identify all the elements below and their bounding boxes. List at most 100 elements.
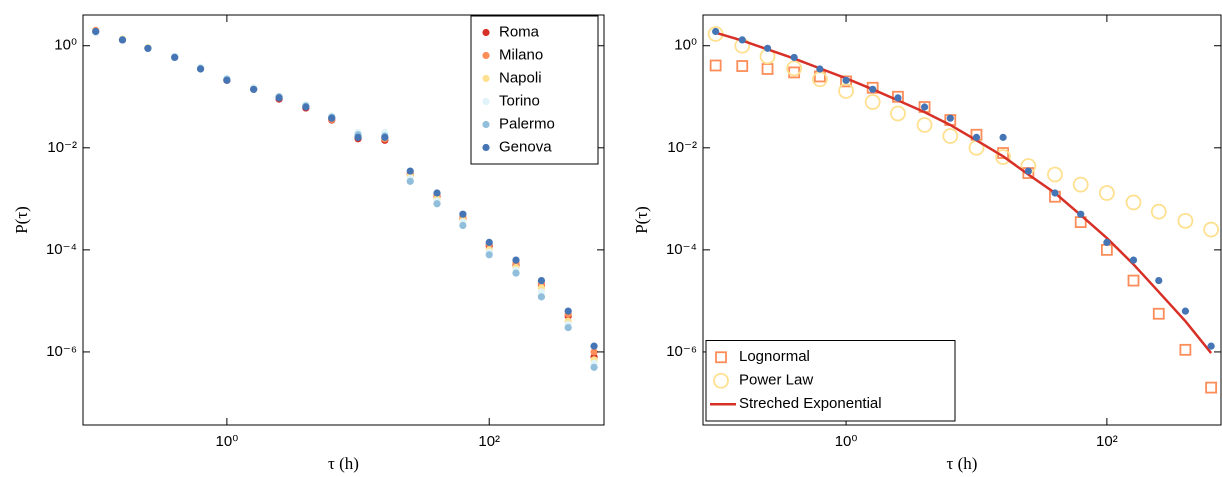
legend-box xyxy=(705,340,956,422)
square-marker xyxy=(709,59,722,72)
panel: 10⁰ 10² 10⁰ 10⁻² 10⁻⁴ 10⁻⁶ τ (h) P(τ) Lognormal P… xyxy=(632,14,1222,473)
dot xyxy=(564,323,572,332)
dot xyxy=(118,36,127,44)
legend-label: Palermo xyxy=(499,115,555,132)
dot xyxy=(1155,276,1163,285)
dot xyxy=(920,103,929,111)
dot xyxy=(275,94,283,102)
square-marker xyxy=(1205,381,1218,394)
dot xyxy=(302,103,310,111)
dot xyxy=(482,74,490,83)
legend-label: Streched Exponential xyxy=(739,395,882,412)
fit-line xyxy=(715,31,1213,354)
dot xyxy=(482,120,490,129)
dot xyxy=(1181,307,1189,315)
circle-marker xyxy=(1177,212,1194,229)
dot xyxy=(433,189,441,197)
circle-marker xyxy=(713,372,729,389)
dot xyxy=(999,133,1007,141)
dot xyxy=(459,210,467,218)
dot xyxy=(842,76,850,84)
dot xyxy=(92,27,100,36)
y-tick-label: 10⁰ xyxy=(54,37,77,54)
circle-marker xyxy=(1047,166,1063,183)
legend-label: Genova xyxy=(499,138,552,155)
legend-label: Lognormal xyxy=(739,348,810,365)
dot xyxy=(1129,256,1138,264)
dot xyxy=(537,288,546,296)
dot xyxy=(564,307,572,315)
dot xyxy=(512,256,520,264)
dot xyxy=(738,36,746,44)
legend-label: Power Law xyxy=(739,372,813,389)
circle-marker xyxy=(864,94,881,110)
circle-marker xyxy=(916,117,933,133)
dot xyxy=(712,27,720,36)
dot xyxy=(1051,189,1059,197)
legend-label: Napoli xyxy=(499,69,542,86)
dot xyxy=(482,143,490,152)
dot xyxy=(485,238,493,247)
legend: Lognormal Power Law Streched Exponential xyxy=(705,340,956,422)
dot xyxy=(171,53,179,62)
square-marker xyxy=(892,90,904,103)
y-tick-label: 10⁰ xyxy=(674,37,697,54)
circle-marker xyxy=(1150,203,1167,220)
dot xyxy=(482,97,490,106)
legend: Roma Milano Napoli Torino Palermo Genova xyxy=(470,15,599,165)
dot xyxy=(1024,167,1032,175)
legend-label: Roma xyxy=(499,23,540,40)
square-marker xyxy=(736,60,749,72)
square-marker xyxy=(1179,343,1192,356)
dot xyxy=(590,348,598,356)
x-tick-label: 10² xyxy=(1096,433,1118,450)
dot xyxy=(1207,342,1215,350)
dot xyxy=(482,51,490,60)
y-tick-label: 10⁻² xyxy=(47,139,77,156)
y-tick-label: 10⁻⁶ xyxy=(46,343,77,360)
legend-label: Milano xyxy=(499,46,543,63)
circle-marker xyxy=(786,60,803,77)
square-marker xyxy=(715,351,727,364)
dot xyxy=(894,94,902,102)
circle-marker xyxy=(995,149,1011,165)
y-tick-label: 10⁻² xyxy=(667,139,697,156)
axes-frame xyxy=(82,14,605,426)
plot-area xyxy=(92,26,598,371)
circle-marker xyxy=(1098,185,1115,201)
legend-label: Torino xyxy=(499,92,540,109)
dot xyxy=(763,44,772,52)
square-marker xyxy=(1100,243,1113,256)
panel: 10⁰ 10² 10⁰ 10⁻² 10⁻⁴ 10⁻⁶ τ (h) P(τ) Roma Milano… xyxy=(12,14,605,473)
x-tick-label: 10⁰ xyxy=(835,433,858,450)
x-tick-label: 10⁰ xyxy=(216,433,239,450)
y-axis-label: P(τ) xyxy=(12,206,31,234)
x-tick-label: 10² xyxy=(478,433,500,450)
dot xyxy=(1077,210,1085,218)
dot xyxy=(946,114,954,122)
dot xyxy=(144,44,152,52)
dot xyxy=(381,133,389,141)
dot xyxy=(590,363,598,371)
square-marker xyxy=(761,63,774,75)
y-tick-label: 10⁻⁴ xyxy=(46,241,77,258)
dot xyxy=(537,276,546,285)
circle-marker xyxy=(1203,221,1220,238)
x-axis-label: τ (h) xyxy=(947,454,978,473)
dot xyxy=(459,221,467,230)
dot xyxy=(537,293,546,301)
dot xyxy=(433,200,441,208)
dot xyxy=(512,269,520,277)
dot xyxy=(482,28,490,37)
dot xyxy=(869,85,877,93)
dot xyxy=(354,133,362,141)
circle-marker xyxy=(838,83,854,99)
x-axis-label: τ (h) xyxy=(328,454,359,473)
dot xyxy=(972,133,981,141)
dot xyxy=(790,53,798,62)
circle-marker xyxy=(1125,194,1142,211)
circle-marker xyxy=(1072,176,1089,193)
dot xyxy=(196,65,205,73)
legend-box xyxy=(470,15,599,165)
dot xyxy=(590,342,598,350)
